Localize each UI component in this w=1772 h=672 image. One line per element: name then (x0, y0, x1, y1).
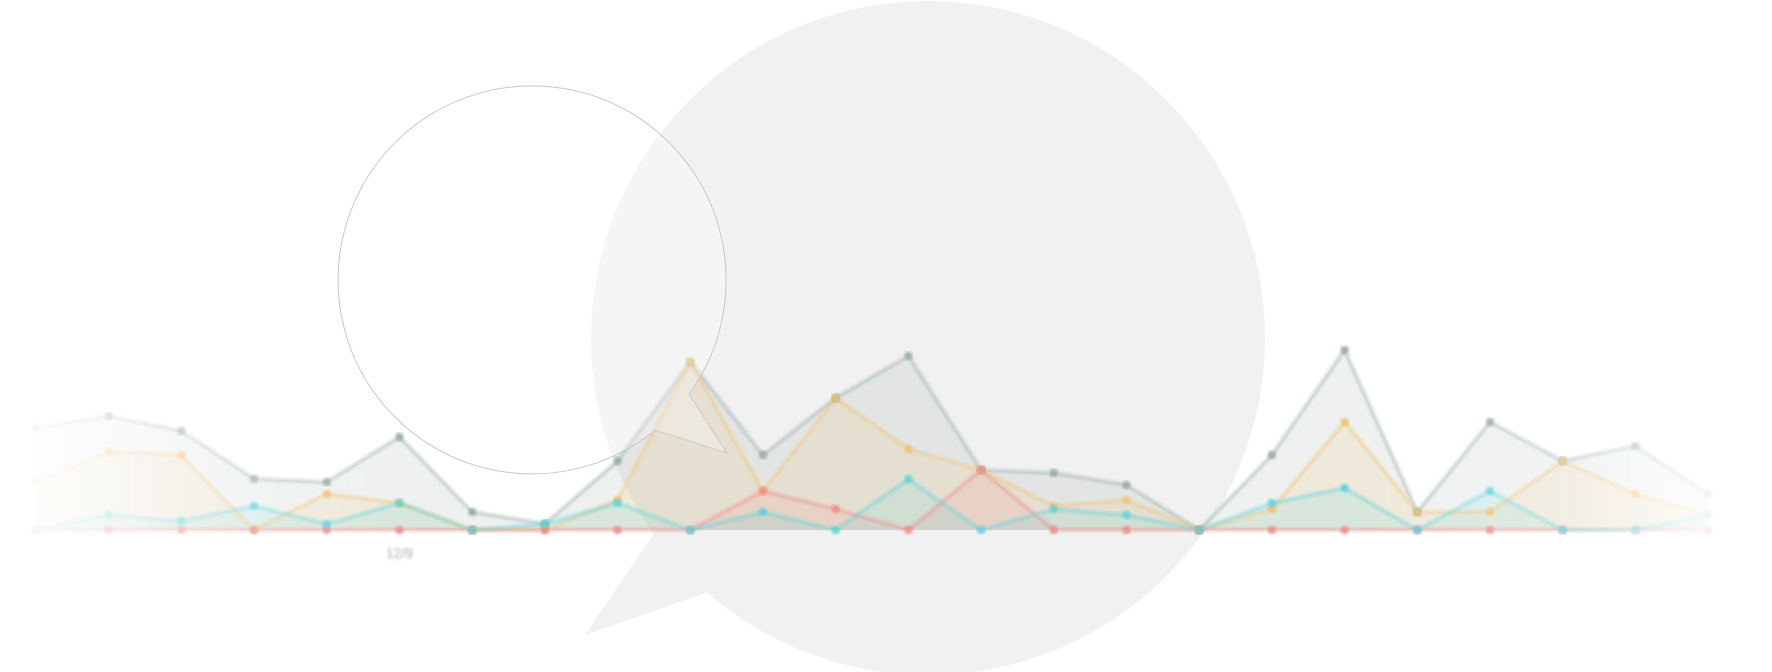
point-amber (904, 445, 912, 453)
point-amber (105, 448, 113, 456)
point-teal (1704, 511, 1712, 519)
point-gray (1050, 469, 1058, 477)
point-gray (904, 352, 912, 360)
point-amber (1486, 508, 1494, 516)
point-red (759, 487, 767, 495)
point-gray (1268, 451, 1276, 459)
point-red (1050, 526, 1058, 534)
point-gray (323, 478, 331, 486)
point-gray (1122, 481, 1130, 489)
speech-bubble-outline (338, 86, 727, 474)
point-gray (177, 427, 185, 435)
point-gray (759, 451, 767, 459)
point-teal (832, 526, 840, 534)
point-red (395, 526, 403, 534)
point-teal (1340, 484, 1348, 492)
point-teal (323, 520, 331, 528)
point-amber (1631, 490, 1639, 498)
point-red (105, 526, 113, 534)
point-gray (1486, 418, 1494, 426)
point-red (1268, 526, 1276, 534)
point-red (904, 526, 912, 534)
point-teal (1559, 526, 1567, 534)
point-teal (105, 511, 113, 519)
point-gray (395, 433, 403, 441)
point-amber (1413, 508, 1421, 516)
point-teal (32, 526, 40, 534)
point-red (177, 526, 185, 534)
point-teal (177, 517, 185, 525)
point-gray (468, 508, 476, 516)
point-red (832, 505, 840, 513)
point-red (250, 526, 258, 534)
point-gray (1704, 490, 1712, 498)
point-gray (105, 412, 113, 420)
point-teal (1486, 487, 1494, 495)
point-amber (832, 394, 840, 402)
point-teal (613, 499, 621, 507)
point-teal (1413, 526, 1421, 534)
point-teal (541, 520, 549, 528)
point-teal (977, 526, 985, 534)
point-amber (323, 490, 331, 498)
point-gray (1340, 346, 1348, 354)
point-teal (1195, 526, 1203, 534)
point-teal (250, 502, 258, 510)
point-teal (759, 508, 767, 516)
point-red (1486, 526, 1494, 534)
point-teal (1050, 505, 1058, 513)
point-amber (32, 478, 40, 486)
point-red (1340, 526, 1348, 534)
point-amber (1122, 496, 1130, 504)
point-amber (1559, 457, 1567, 465)
point-amber (1340, 418, 1348, 426)
point-gray (250, 475, 258, 483)
point-teal (686, 526, 694, 534)
point-teal (468, 526, 476, 534)
point-gray (613, 457, 621, 465)
point-gray (1631, 442, 1639, 450)
point-teal (1122, 511, 1130, 519)
point-gray (32, 424, 40, 432)
point-amber (177, 451, 185, 459)
point-teal (1631, 526, 1639, 534)
point-teal (1268, 499, 1276, 507)
point-red (1704, 526, 1712, 534)
point-red (1122, 526, 1130, 534)
point-red (613, 526, 621, 534)
area-chart: 12/9 (16, 346, 1728, 561)
point-teal (904, 475, 912, 483)
point-red (977, 466, 985, 474)
point-teal (395, 499, 403, 507)
x-tick-label: 12/9 (386, 545, 413, 561)
